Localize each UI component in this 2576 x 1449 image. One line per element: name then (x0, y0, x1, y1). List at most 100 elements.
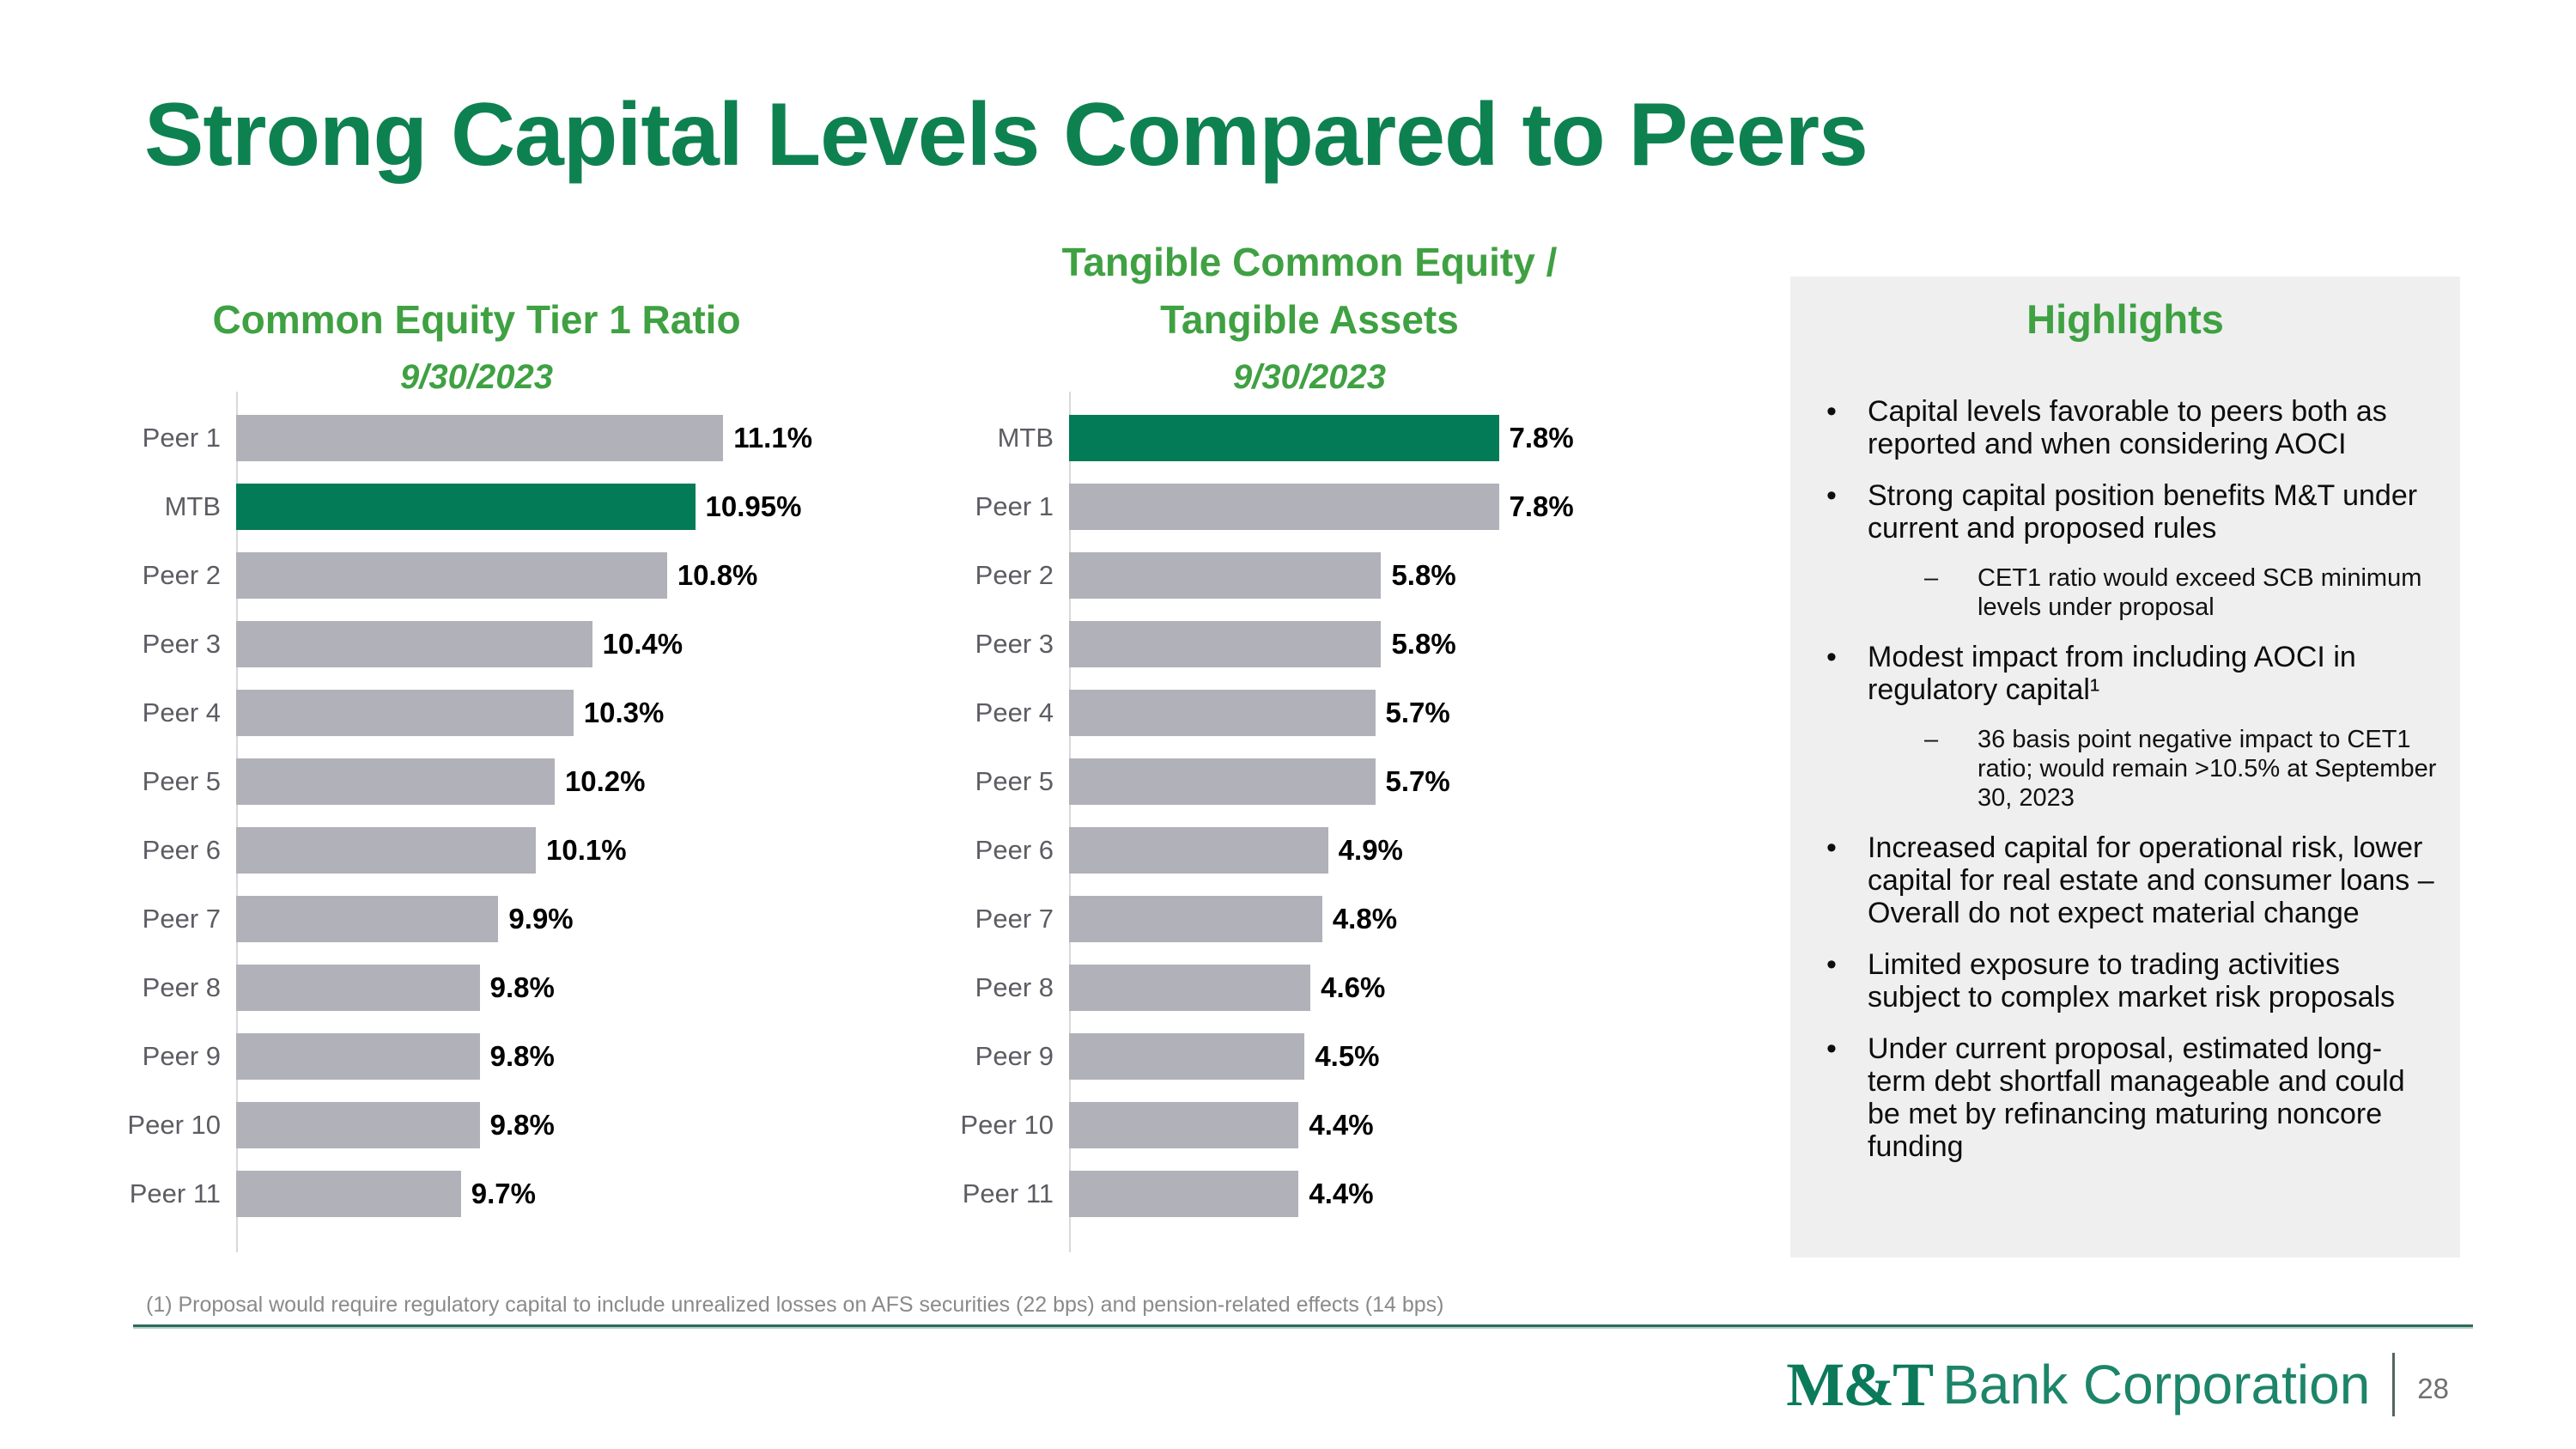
bar-track: 9.8% (236, 1022, 854, 1091)
bar (236, 1102, 480, 1148)
bar-row: Peer 6 10.1% (99, 816, 854, 885)
bar-row: Peer 5 5.7% (932, 747, 1687, 816)
category-label: Peer 8 (975, 972, 1054, 1002)
bar (236, 827, 537, 874)
bar-row: Peer 7 9.9% (99, 885, 854, 953)
footer-divider (133, 1324, 2473, 1329)
bar-row: Peer 2 5.8% (932, 541, 1687, 610)
bank-corporation-logotype: Bank Corporation (1942, 1354, 2371, 1416)
bullet-item: • Under current proposal, estimated long-… (1814, 1032, 2439, 1163)
chart-subtitle: 9/30/2023 (1233, 358, 1386, 396)
chart-bars: Peer 1 11.1% MTB 10.95% Peer 2 10.8% Peer 3 10.… (99, 392, 854, 1252)
bar (1069, 690, 1376, 736)
bar-track: 4.6% (1069, 953, 1687, 1022)
bar-row: Peer 2 10.8% (99, 541, 854, 610)
bullet-text: Modest impact from including AOCI in reg… (1868, 641, 2356, 706)
bar (236, 552, 667, 599)
bullet-item: • Capital levels favorable to peers both … (1814, 395, 2439, 460)
bar (236, 1033, 480, 1080)
value-label: 9.9% (508, 903, 574, 935)
bullet-marker: • (1826, 641, 1837, 673)
value-label: 7.8% (1509, 490, 1574, 522)
chart-bars: MTB 7.8% Peer 1 7.8% Peer 2 5.8% Peer 3 5.8% Pee… (932, 392, 1687, 1252)
value-label: 5.8% (1391, 628, 1456, 660)
value-label: 4.4% (1309, 1109, 1374, 1141)
bar (1069, 1102, 1299, 1148)
value-label: 10.4% (602, 628, 683, 660)
bar (236, 690, 574, 736)
bar (236, 758, 555, 805)
category-label: Peer 2 (975, 560, 1054, 590)
footer-separator (2392, 1353, 2396, 1416)
chart-title-line2: Tangible Assets (1160, 297, 1459, 342)
highlights-list: • Capital levels favorable to peers both … (1814, 395, 2439, 1163)
bar (1069, 758, 1376, 805)
bar (1069, 896, 1322, 942)
bar-row: Peer 11 9.7% (99, 1160, 854, 1228)
value-label: 9.8% (489, 1109, 555, 1141)
category-label: Peer 6 (142, 835, 221, 865)
bullet-text: Increased capital for operational risk, … (1868, 831, 2434, 929)
bar-track: 10.95% (236, 472, 854, 541)
bar-row: Peer 6 4.9% (932, 816, 1687, 885)
bar-track: 5.8% (1069, 610, 1687, 679)
bullet-item: • Increased capital for operational risk,… (1814, 831, 2439, 929)
bar-row: Peer 10 9.8% (99, 1091, 854, 1160)
mt-logo: M&T (1786, 1349, 1934, 1419)
bar (236, 1171, 461, 1217)
chart-cet1-ratio: Common Equity Tier 1 Ratio 9/30/2023 Pee… (99, 232, 854, 1271)
category-label: Peer 8 (142, 972, 221, 1002)
bullet-marker: – (1924, 564, 1939, 592)
bar-track: 5.8% (1069, 541, 1687, 610)
category-label: Peer 5 (975, 766, 1054, 796)
bullet-item: • Strong capital position benefits M&T un… (1814, 479, 2439, 545)
chart-subtitle: 9/30/2023 (400, 358, 553, 396)
value-label: 9.8% (489, 1040, 555, 1072)
bar-row: Peer 11 4.4% (932, 1160, 1687, 1228)
bar-row: Peer 7 4.8% (932, 885, 1687, 953)
bar (236, 965, 480, 1011)
bar-row: Peer 8 4.6% (932, 953, 1687, 1022)
bullet-marker: • (1826, 1032, 1837, 1065)
category-label: MTB (997, 423, 1054, 453)
bar (1069, 1033, 1305, 1080)
value-label: 10.2% (564, 765, 646, 797)
bar (1069, 621, 1382, 667)
bar-row: Peer 3 5.8% (932, 610, 1687, 679)
bar-track: 10.2% (236, 747, 854, 816)
value-label: 7.8% (1509, 422, 1574, 454)
value-label: 11.1% (733, 422, 813, 454)
bar-track: 11.1% (236, 404, 854, 472)
category-label: Peer 6 (975, 835, 1054, 865)
bar-row: Peer 1 7.8% (932, 472, 1687, 541)
bar-track: 4.4% (1069, 1091, 1687, 1160)
value-label: 4.9% (1338, 834, 1403, 866)
chart-title: Common Equity Tier 1 Ratio (212, 297, 741, 342)
bullet-marker: • (1826, 479, 1837, 512)
category-label: Peer 3 (142, 629, 221, 659)
bullet-text: CET1 ratio would exceed SCB minimum leve… (1978, 564, 2422, 621)
value-label: 9.7% (471, 1178, 536, 1209)
value-label: 10.95% (705, 490, 802, 522)
bar-track: 10.3% (236, 679, 854, 747)
bar-row: Peer 8 9.8% (99, 953, 854, 1022)
bullet-text: Limited exposure to trading activities s… (1868, 948, 2396, 1014)
category-label: Peer 1 (975, 491, 1054, 521)
bar (1069, 1171, 1299, 1217)
category-label: Peer 9 (142, 1041, 221, 1071)
page-number: 28 (2417, 1373, 2449, 1404)
bar-row: Peer 1 11.1% (99, 404, 854, 472)
category-label: Peer 7 (975, 904, 1054, 934)
category-label: Peer 11 (129, 1178, 221, 1209)
value-label: 5.7% (1385, 765, 1450, 797)
bar-track: 5.7% (1069, 747, 1687, 816)
slide-title: Strong Capital Levels Compared to Peers (144, 85, 1868, 185)
sub-bullet-item: – 36 basis point negative impact to CET1 … (1814, 725, 2439, 813)
bullet-text: 36 basis point negative impact to CET1 r… (1978, 726, 2437, 812)
category-label: Peer 1 (142, 423, 221, 453)
category-label: Peer 11 (962, 1178, 1054, 1209)
value-label: 5.8% (1391, 559, 1456, 591)
sub-bullet-item: – CET1 ratio would exceed SCB minimum lev… (1814, 563, 2439, 622)
value-label: 4.5% (1315, 1040, 1380, 1072)
bar (1069, 965, 1311, 1011)
